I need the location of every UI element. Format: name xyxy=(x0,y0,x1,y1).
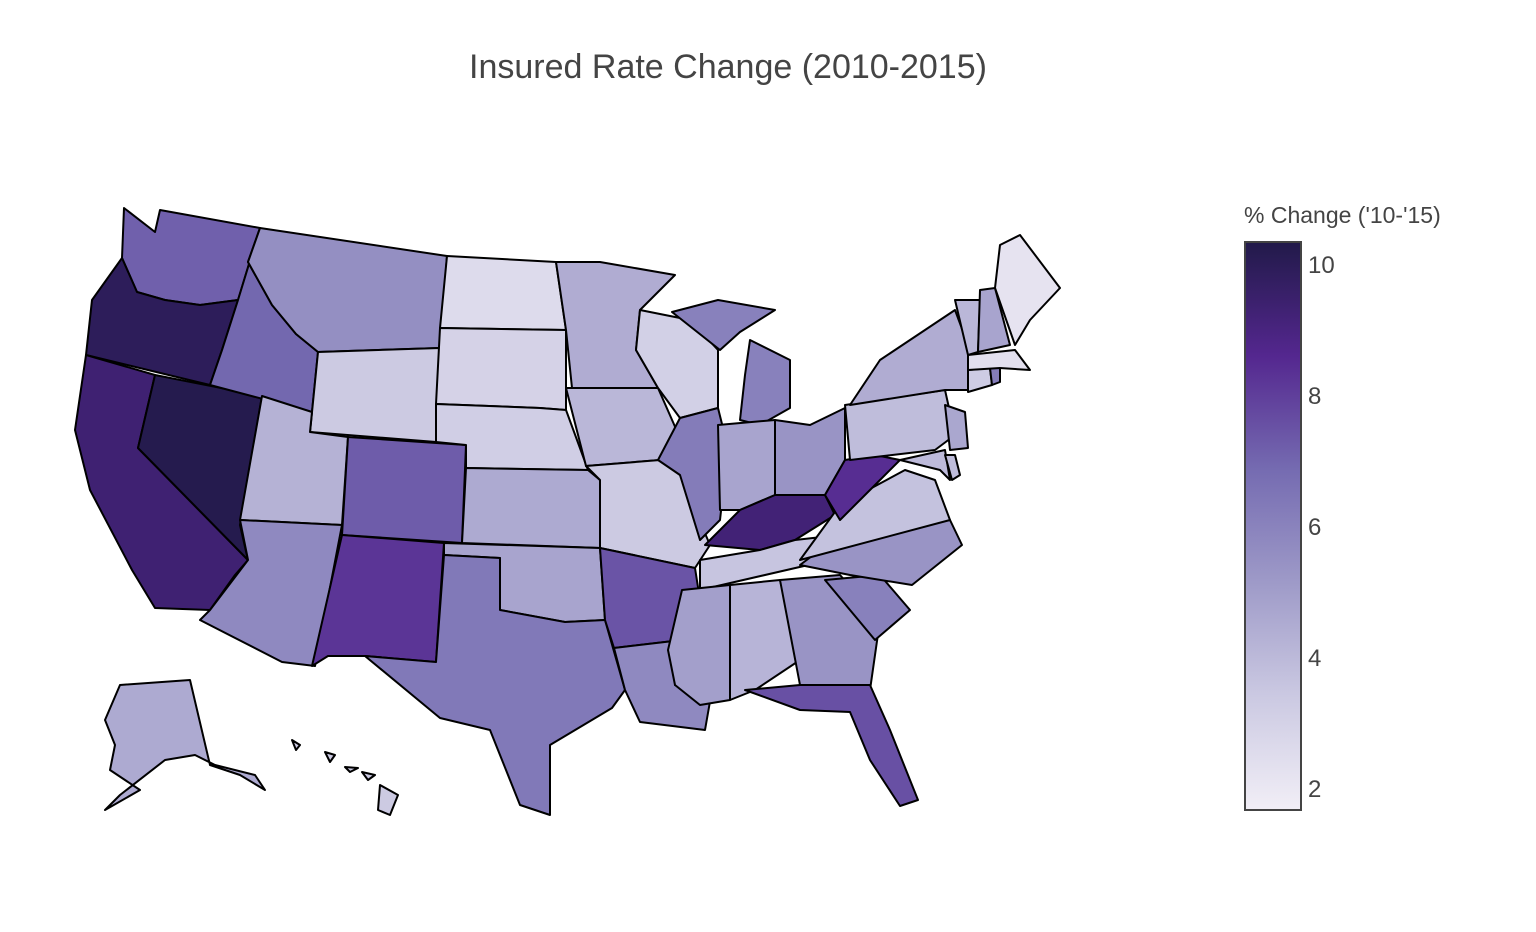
colorbar-tick: 4 xyxy=(1308,645,1322,672)
chart-title: Insured Rate Change (2010-2015) xyxy=(469,48,987,86)
state-wa[interactable] xyxy=(121,207,261,306)
state-al[interactable] xyxy=(729,579,801,701)
state-ks[interactable] xyxy=(461,467,601,549)
state-fl[interactable] xyxy=(744,684,919,807)
colorbar-tick: 8 xyxy=(1308,383,1322,410)
state-co[interactable] xyxy=(341,436,467,544)
state-il[interactable] xyxy=(657,407,729,541)
state-ny[interactable] xyxy=(849,309,971,406)
state-nd[interactable] xyxy=(439,255,567,331)
state-ak[interactable] xyxy=(104,679,266,811)
state-in[interactable] xyxy=(717,419,776,511)
state-ri[interactable] xyxy=(989,367,1001,386)
colorbar-tick: 2 xyxy=(1308,776,1322,803)
state-va[interactable] xyxy=(799,469,951,561)
state-nh[interactable] xyxy=(977,287,1011,353)
state-md[interactable] xyxy=(899,449,951,481)
state-de[interactable] xyxy=(944,454,961,481)
state-sd[interactable] xyxy=(435,327,567,411)
state-ma[interactable] xyxy=(967,349,1031,371)
state-az[interactable] xyxy=(199,519,343,667)
state-tx[interactable] xyxy=(364,554,626,816)
state-nj[interactable] xyxy=(944,404,969,451)
state-me[interactable] xyxy=(994,234,1061,346)
state-wy[interactable] xyxy=(309,347,441,443)
state-hi[interactable] xyxy=(291,739,399,816)
state-ct[interactable] xyxy=(967,367,993,393)
colorbar-title: % Change ('10-'15) xyxy=(1244,202,1441,228)
colorbar-tick: 6 xyxy=(1308,514,1322,541)
colorbar-gradient xyxy=(1244,241,1302,811)
colorbar-tick: 10 xyxy=(1308,252,1335,279)
